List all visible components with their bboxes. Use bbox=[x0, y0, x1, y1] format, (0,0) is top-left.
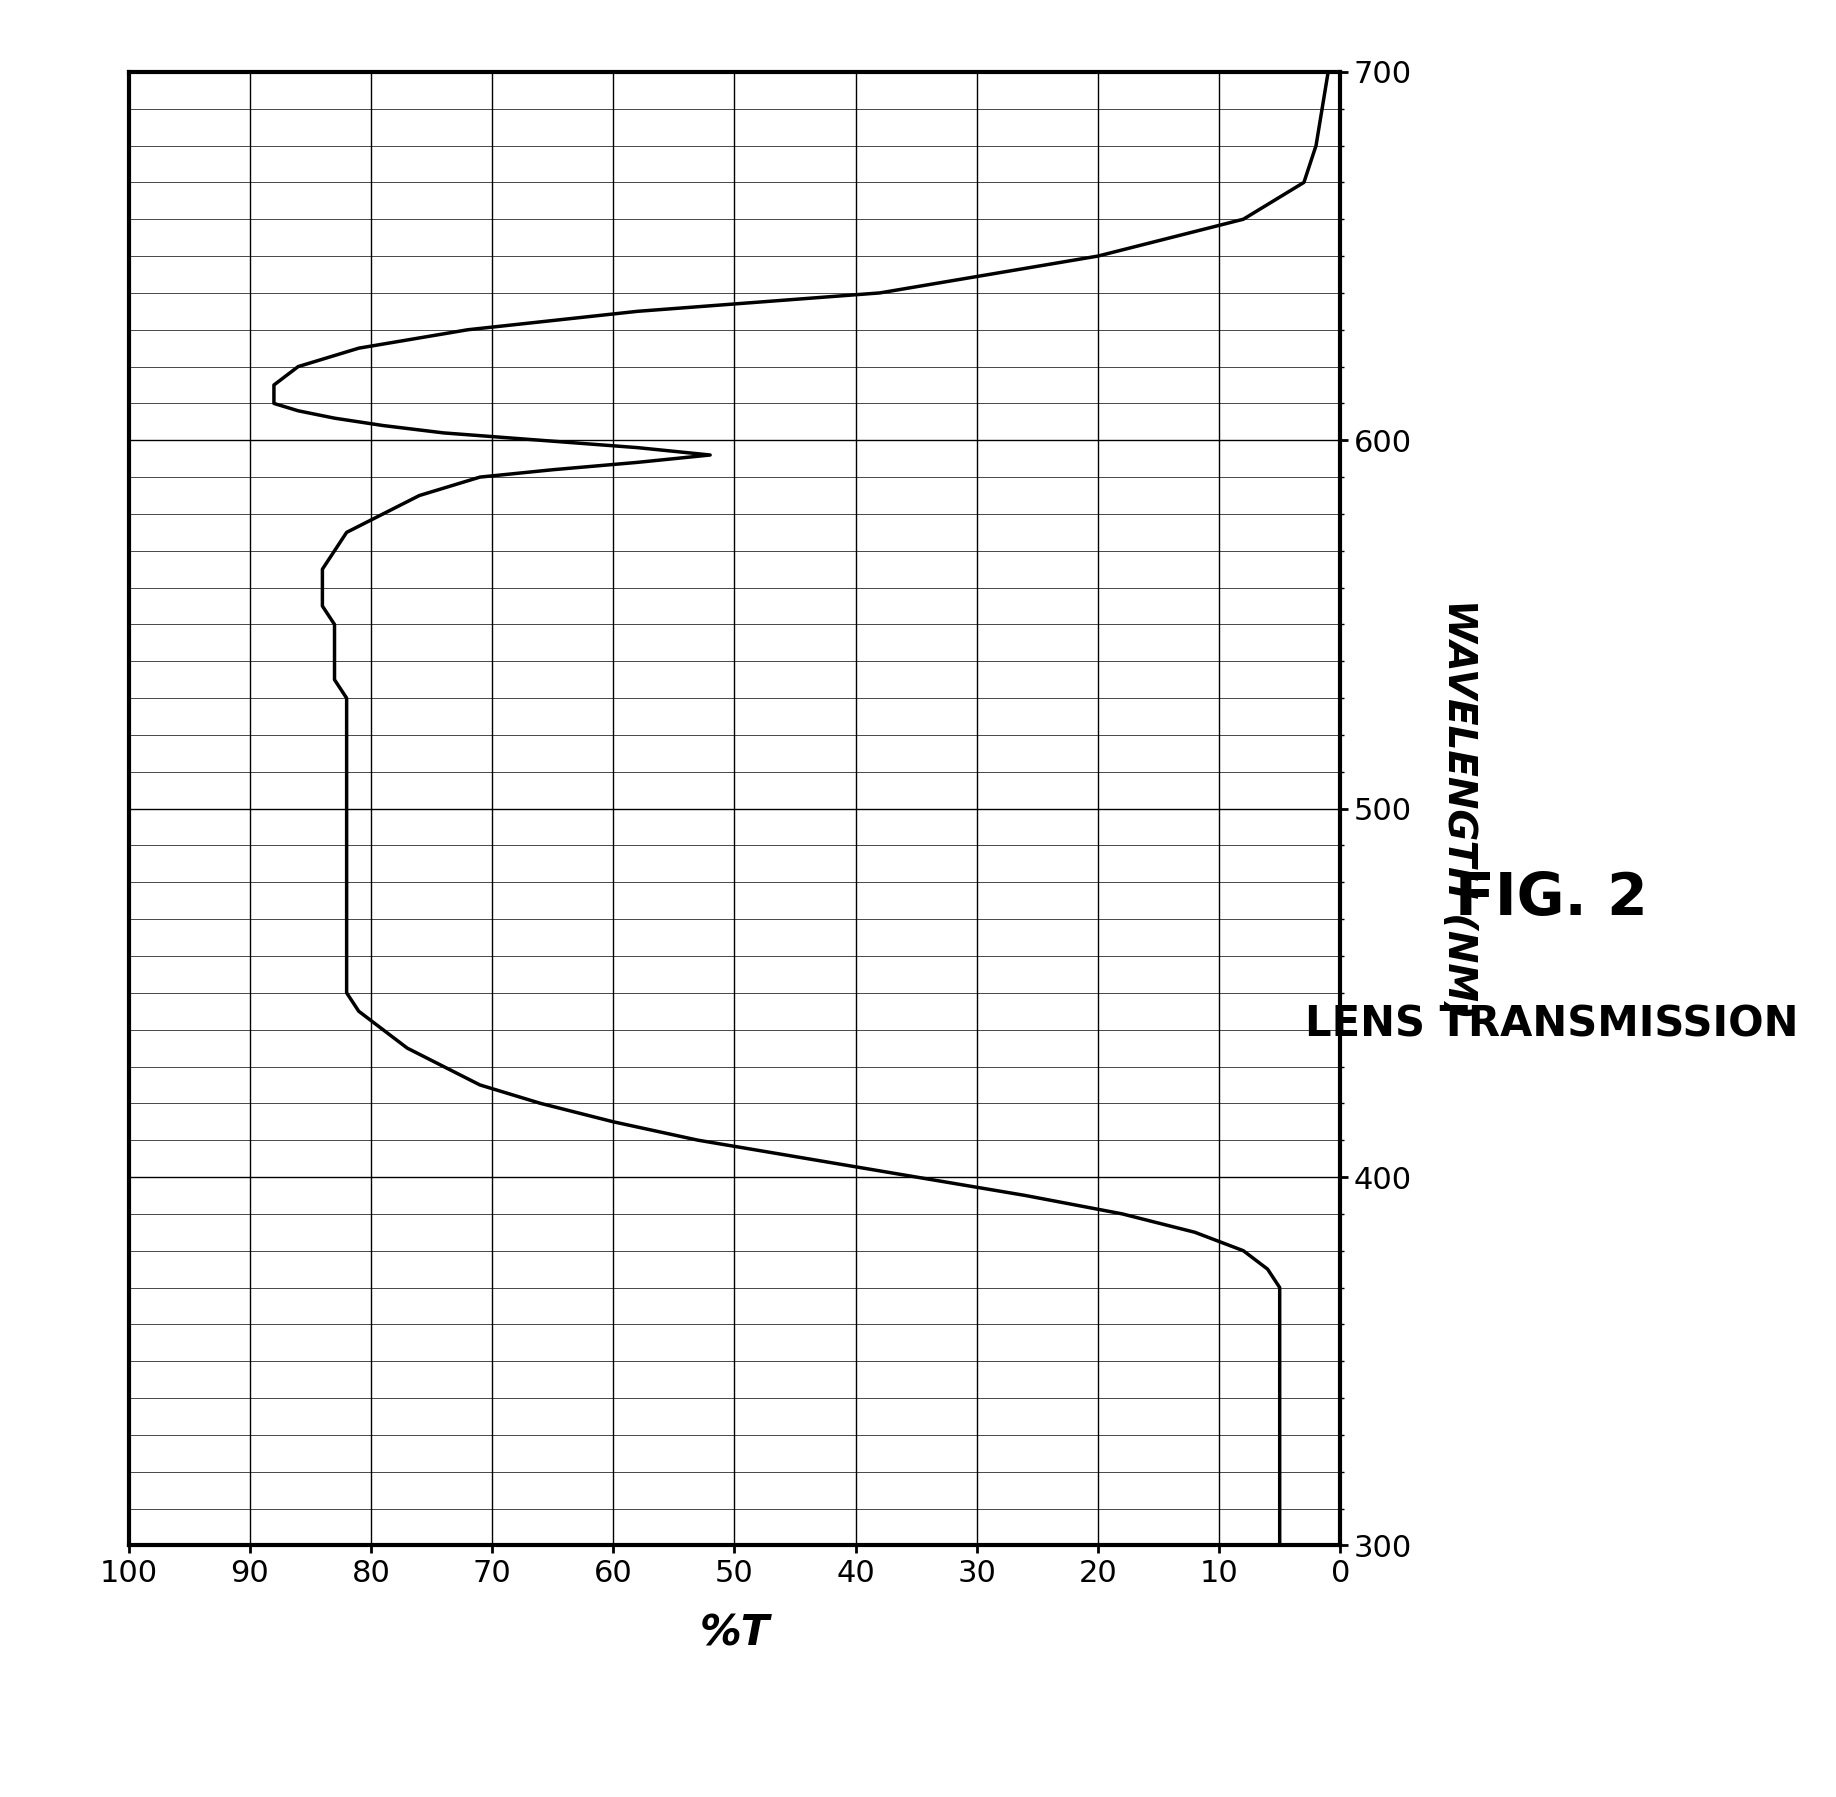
Text: FIG. 2: FIG. 2 bbox=[1456, 870, 1647, 927]
Y-axis label: WAVELENGTH (NM): WAVELENGTH (NM) bbox=[1439, 598, 1478, 1019]
X-axis label: %T: %T bbox=[700, 1612, 769, 1655]
Text: LENS TRANSMISSION: LENS TRANSMISSION bbox=[1305, 1003, 1797, 1046]
